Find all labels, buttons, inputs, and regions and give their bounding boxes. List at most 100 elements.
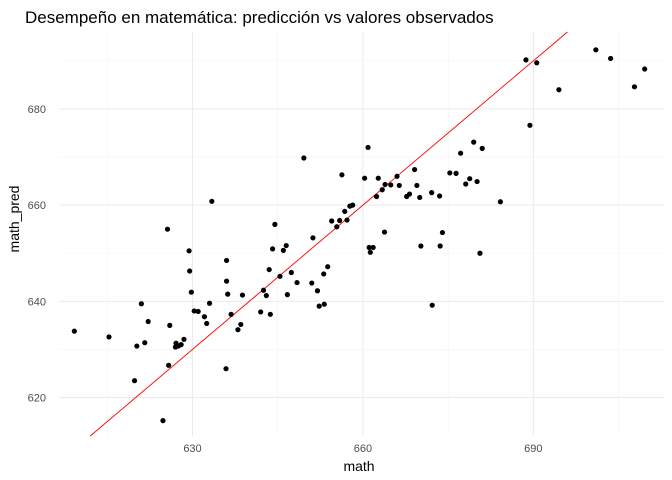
x-tick-labels: 630 660 690 [183,443,542,455]
data-point [523,57,529,63]
data-point [167,322,173,328]
data-point [258,309,264,315]
data-point [239,292,246,298]
data-point [277,273,283,279]
data-point [314,288,321,294]
data-point [106,334,112,340]
data-point [334,224,340,230]
x-tick-label: 660 [354,443,372,455]
data-point [201,314,208,320]
data-point [235,327,241,333]
data-point [238,321,244,328]
data-point [556,87,562,93]
y-tick-label: 660 [28,200,46,212]
data-point [339,172,345,178]
data-point [266,266,272,273]
data-point [412,166,418,173]
data-point [145,318,151,325]
data-point [337,217,343,224]
data-point [439,229,446,236]
data-point [209,198,215,204]
data-point [373,193,380,200]
data-point [406,191,413,197]
data-point [138,301,144,307]
data-point [160,418,166,424]
data-point [365,144,371,151]
data-point [309,280,315,286]
data-point [447,170,453,176]
y-tick-label: 640 [28,296,46,308]
data-point [329,218,335,224]
y-tick-label: 620 [28,393,46,405]
data-point [310,235,316,241]
data-point [223,257,230,264]
data-point [350,202,356,208]
data-point [474,178,480,185]
y-tick-labels: 620 640 660 680 [28,104,46,405]
data-point [381,229,388,235]
data-point [396,182,402,189]
data-point [394,173,400,179]
data-point [321,301,327,307]
data-point [367,249,373,255]
data-point [186,248,192,254]
data-point [204,320,210,327]
data-point [414,182,420,189]
data-point [453,170,459,176]
data-point [379,187,385,193]
data-point [417,194,423,201]
data-point [534,60,540,66]
data-points [71,47,648,424]
x-tick-label: 690 [524,443,542,455]
data-point [195,308,201,315]
data-point [631,84,638,90]
data-point [288,269,294,276]
data-point [429,190,435,196]
data-point [188,289,194,295]
data-point [294,279,300,286]
data-point [479,145,485,151]
data-point [178,342,184,348]
data-point [471,139,477,145]
data-point [260,287,267,293]
data-point [283,242,289,249]
data-point [267,311,273,317]
data-point [642,66,648,72]
data-point [370,244,376,251]
data-point [375,175,381,181]
data-point [437,193,443,199]
data-point [187,268,193,274]
x-axis-title: math [343,458,374,474]
data-point [269,246,276,252]
data-point [206,300,213,306]
data-point [437,243,443,249]
chart-title: Desempeño en matemática: predicción vs v… [25,8,494,27]
data-point [191,308,197,314]
gridlines [59,32,664,436]
data-point [284,292,290,298]
data-point [181,336,187,342]
data-point [223,366,229,372]
data-point [321,271,327,277]
data-point [325,264,331,270]
data-point [463,181,469,187]
data-point [608,55,614,62]
data-point [134,343,140,349]
data-point [280,247,286,253]
data-point [593,47,599,53]
data-point [316,303,322,309]
data-point [366,244,372,251]
y-tick-label: 680 [28,104,46,116]
data-point [142,340,148,346]
data-point [131,378,138,384]
data-point [344,217,350,223]
data-point [429,302,435,308]
data-point [164,226,171,232]
y-axis-title: math_pred [6,186,22,253]
data-point [497,199,503,205]
data-point [301,155,307,161]
x-tick-label: 630 [183,443,201,455]
data-point [272,221,278,227]
data-point [342,208,348,214]
